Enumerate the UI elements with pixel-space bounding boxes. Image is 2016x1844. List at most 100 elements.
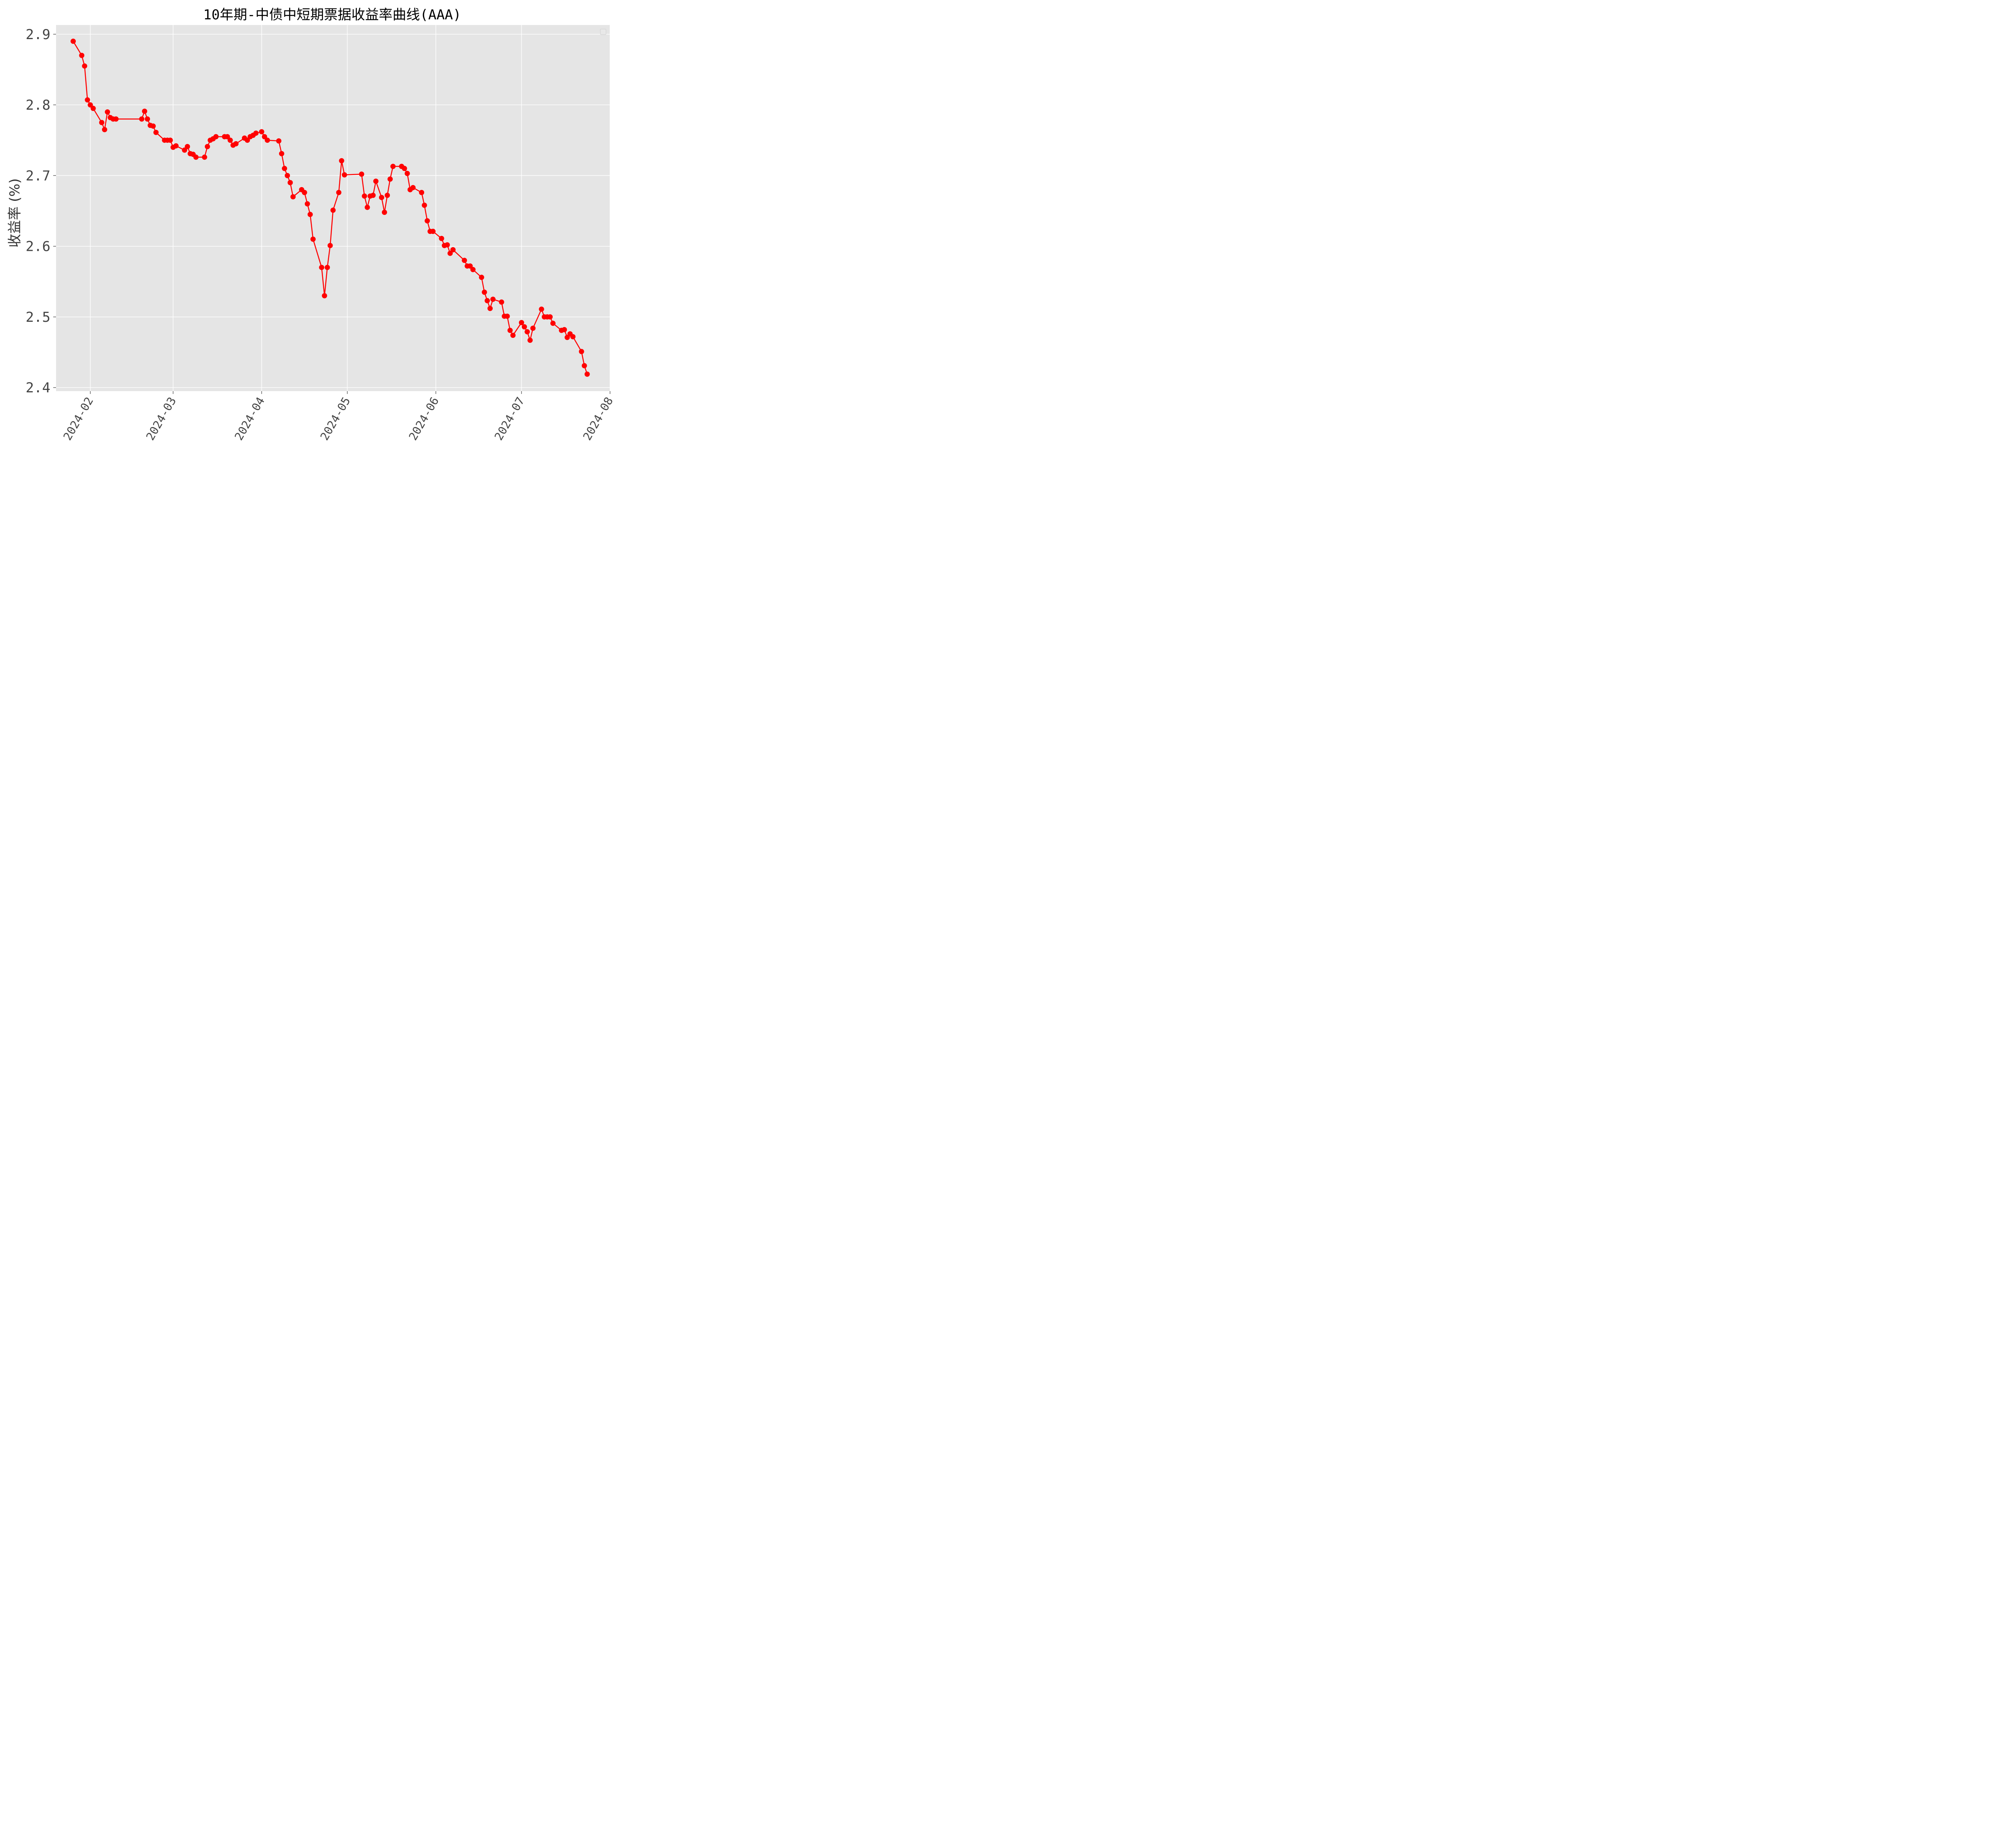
data-point [202,154,207,160]
data-point [150,123,156,129]
data-point [539,306,544,312]
data-point [153,129,159,135]
data-point [319,265,325,270]
y-axis-label: 收益率 (%) [7,178,23,248]
data-point [422,202,427,208]
data-point [364,204,370,210]
data-point [525,329,530,335]
data-point [430,229,436,234]
data-point [470,267,476,272]
data-point [90,106,96,111]
y-tick-label: 2.9 [26,27,50,43]
data-point [485,298,490,304]
data-point [213,134,219,140]
data-point [581,363,587,369]
data-point [527,338,533,343]
data-point [370,192,376,198]
x-axis: 2024-02 2024-03 2024-04 2024-05 2024-06 2024-… [60,391,616,443]
data-point [419,190,425,195]
data-point [342,172,347,178]
x-tick-label: 2024-05 [318,395,353,443]
legend-box [600,29,606,35]
series-yield [71,38,590,377]
y-tick-label: 2.8 [26,97,50,113]
data-point [259,129,264,135]
data-point [504,313,510,319]
data-point [425,218,430,224]
chart: 10年期-中债中短期票据收益率曲线(AAA) 2.42.52.62.72.82.… [7,7,616,443]
data-point [562,327,567,332]
data-point [447,250,453,256]
y-tick-label: 2.5 [26,309,50,325]
data-point [382,210,387,215]
data-point [87,102,93,108]
x-tick-label: 2024-02 [60,395,96,443]
data-point [142,108,148,114]
x-tick-label: 2024-04 [232,395,267,443]
data-point [499,299,504,305]
data-point [173,143,179,149]
data-point [290,194,296,200]
x-tick-label: 2024-08 [580,395,616,443]
data-point [105,109,110,115]
data-point [487,306,493,311]
y-tick-label: 2.7 [26,168,50,184]
data-point [570,334,576,340]
data-point [490,296,496,302]
data-point [385,192,390,198]
data-point [113,116,119,122]
data-point [102,127,107,132]
data-point [204,144,210,149]
data-point [85,97,90,103]
data-point [79,52,85,58]
data-point [227,138,233,143]
data-point [387,176,393,182]
data-point [310,236,316,242]
data-point [225,134,230,140]
data-point [402,166,407,171]
data-point [287,180,293,185]
data-point [530,325,536,331]
data-point [579,349,584,354]
data-point [362,193,367,199]
data-point [481,290,487,295]
data-point [550,321,556,326]
data-point [330,207,336,213]
data-point [359,171,364,177]
data-point [71,38,76,44]
data-point [185,144,190,149]
data-point [82,63,87,69]
data-point [304,201,310,206]
data-point [390,164,396,169]
data-point [325,265,330,270]
data-point [404,171,410,176]
data-point [584,371,590,377]
data-point [510,333,516,338]
data-point [373,178,379,184]
data-point [245,138,250,143]
data-point [282,166,287,171]
x-tick-label: 2024-03 [144,395,179,443]
data-point [336,190,342,195]
data-point [564,335,570,340]
grid [56,25,610,391]
data-point [439,235,444,241]
data-point [139,116,144,122]
data-point [145,116,150,122]
data-point [462,258,467,263]
data-point [450,247,456,252]
data-point [279,151,284,156]
data-point [322,293,327,298]
data-point [547,314,553,320]
data-point [182,147,187,153]
data-point [276,138,281,144]
data-point [99,120,104,125]
data-point [410,185,416,190]
y-axis: 2.4 2.5 2.6 2.7 2.8 2.9 [26,27,56,396]
data-point [479,275,484,280]
data-point [264,138,270,143]
data-point [467,263,473,269]
y-tick-label: 2.4 [26,380,50,396]
data-point [167,138,173,143]
data-point [253,130,259,136]
